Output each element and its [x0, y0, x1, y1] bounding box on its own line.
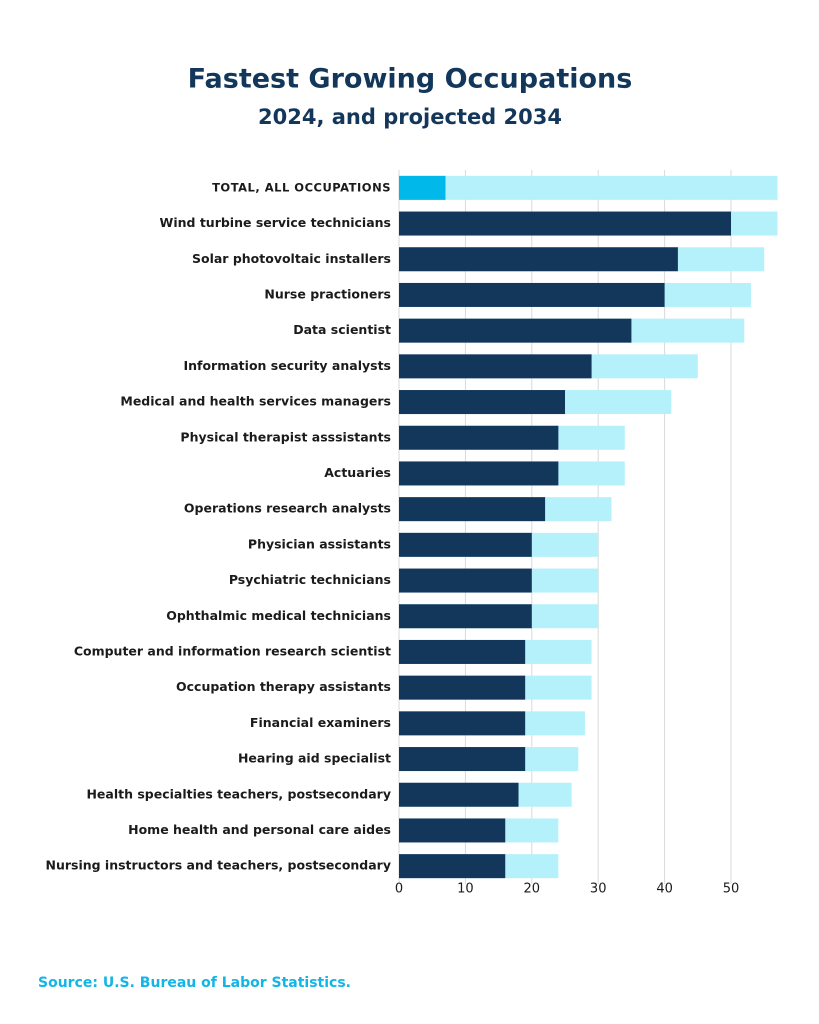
- bar: [399, 568, 532, 593]
- bar: [399, 747, 526, 772]
- y-tick-label: Wind turbine service technicians: [160, 215, 391, 230]
- y-tick-label: Hearing aid specialist: [238, 751, 391, 766]
- y-tick-label: Computer and information research scient…: [74, 643, 391, 658]
- bar: [399, 532, 532, 557]
- y-tick-label: Financial examiners: [250, 715, 391, 730]
- y-tick-label: Home health and personal care aides: [128, 822, 391, 837]
- bar: [399, 818, 506, 843]
- x-tick-label: 40: [656, 882, 673, 897]
- y-tick-label: Occupation therapy assistants: [176, 679, 391, 694]
- bar: [399, 854, 506, 879]
- bar: [399, 175, 778, 200]
- bar: [399, 604, 532, 629]
- bar: [399, 782, 519, 807]
- bar: [399, 497, 546, 522]
- bar: [399, 639, 526, 664]
- x-tick-label: 20: [524, 882, 541, 897]
- chart-subtitle: 2024, and projected 2034: [258, 105, 562, 129]
- y-tick-label: Health specialties teachers, postseconda…: [86, 786, 391, 801]
- bar: [399, 211, 732, 236]
- y-tick-label: Physical therapist asssistants: [180, 429, 391, 444]
- x-tick-label: 10: [457, 882, 474, 897]
- x-tick-label: 0: [395, 882, 403, 897]
- bar: [399, 711, 526, 736]
- chart-title: Fastest Growing Occupations: [188, 64, 633, 95]
- y-tick-label: Actuaries: [324, 465, 391, 480]
- y-tick-label: Physician assistants: [248, 536, 391, 551]
- bar: [399, 175, 446, 200]
- y-tick-label: Data scientist: [293, 322, 391, 337]
- x-tick-label: 50: [723, 882, 740, 897]
- y-tick-label: Ophthalmic medical technicians: [166, 608, 391, 623]
- bar: [399, 247, 678, 272]
- y-tick-label: Operations research analysts: [184, 501, 391, 516]
- y-tick-label: Solar photovoltaic installers: [192, 251, 391, 266]
- y-tick-label: Nursing instructors and teachers, postse…: [45, 858, 391, 873]
- bar: [399, 354, 592, 379]
- bar: [399, 425, 559, 450]
- x-tick-label: 30: [590, 882, 607, 897]
- bar: [399, 318, 632, 343]
- bar: [399, 282, 665, 307]
- y-tick-label: Psychiatric technicians: [229, 572, 391, 587]
- y-tick-label: Medical and health services managers: [120, 394, 391, 409]
- y-tick-label: TOTAL, ALL OCCUPATIONS: [212, 180, 391, 194]
- bar: [399, 390, 566, 415]
- source-note: Source: U.S. Bureau of Labor Statistics.: [38, 975, 351, 991]
- bar: [399, 675, 526, 700]
- y-tick-label: Information security analysts: [183, 358, 391, 373]
- bar: [399, 461, 559, 486]
- y-tick-label: Nurse practioners: [264, 286, 391, 301]
